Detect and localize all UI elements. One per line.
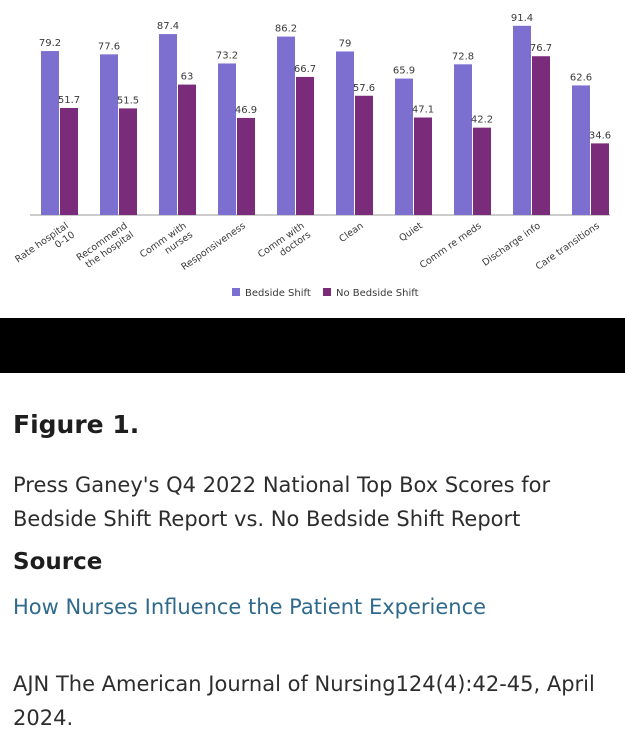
data-label-no-bedside-4: 66.7: [294, 64, 316, 75]
data-label-bedside-3: 73.2: [216, 50, 238, 61]
data-label-bedside-9: 62.6: [570, 72, 592, 83]
category-label-8: Discharge info: [480, 220, 543, 268]
category-label-3: Responsiveness: [179, 220, 247, 272]
bar-no-bedside-5: [355, 95, 373, 215]
bar-chart: 79.2 51.7 Rate hospital0-10 77.6 51.5 Recomme…: [0, 0, 625, 318]
bar-bedside-7: [454, 64, 472, 215]
category-label-9: Care transitions: [534, 220, 602, 272]
bar-no-bedside-9: [591, 143, 609, 215]
data-label-no-bedside-7: 42.2: [471, 115, 493, 126]
source-link[interactable]: How Nurses Influence the Patient Experie…: [13, 595, 487, 619]
data-label-bedside-4: 86.2: [275, 24, 297, 35]
data-label-no-bedside-2: 63: [181, 72, 194, 83]
bar-no-bedside-2: [178, 84, 196, 215]
data-label-no-bedside-9: 34.6: [589, 130, 611, 141]
legend-bedside-label: Bedside Shift: [245, 288, 311, 299]
data-label-bedside-8: 91.4: [511, 13, 533, 24]
category-label-1: Recommendthe hospital: [75, 220, 136, 272]
data-label-bedside-6: 65.9: [393, 66, 415, 77]
figure-title: Figure 1.: [13, 410, 140, 439]
data-label-no-bedside-6: 47.1: [412, 105, 434, 116]
data-label-no-bedside-8: 76.7: [530, 43, 552, 54]
legend-no-bedside-swatch: [323, 288, 331, 296]
bar-bedside-6: [395, 78, 413, 215]
data-label-no-bedside-0: 51.7: [58, 95, 80, 106]
figure-description: Press Ganey's Q4 2022 National Top Box S…: [13, 473, 551, 531]
bar-bedside-5: [336, 51, 354, 215]
bar-bedside-3: [218, 63, 236, 216]
bar-no-bedside-7: [473, 127, 491, 215]
bar-no-bedside-4: [296, 76, 314, 215]
bar-bedside-1: [100, 54, 118, 216]
data-label-bedside-2: 87.4: [157, 21, 179, 32]
bar-bedside-9: [572, 85, 590, 215]
data-label-bedside-7: 72.8: [452, 51, 474, 62]
bar-bedside-8: [513, 25, 531, 215]
legend-no-bedside-label: No Bedside Shift: [336, 288, 419, 299]
chart-svg: 79.2 51.7 Rate hospital0-10 77.6 51.5 Recomme…: [13, 13, 611, 299]
category-label-4: Comm withdoctors: [256, 220, 313, 269]
source-heading: Source: [13, 549, 103, 575]
data-label-bedside-5: 79: [339, 38, 352, 49]
data-label-bedside-0: 79.2: [39, 38, 61, 49]
legend-bedside-swatch: [232, 288, 240, 296]
data-label-no-bedside-5: 57.6: [353, 83, 375, 94]
bar-no-bedside-3: [237, 117, 255, 215]
category-label-6: Quiet: [397, 220, 425, 244]
category-label-0: Rate hospital0-10: [13, 220, 77, 274]
bar-no-bedside-8: [532, 56, 550, 215]
data-label-bedside-1: 77.6: [98, 41, 120, 52]
bar-no-bedside-1: [119, 108, 137, 215]
bar-no-bedside-6: [414, 117, 432, 215]
bar-no-bedside-0: [60, 107, 78, 215]
citation: AJN The American Journal of Nursing124(4…: [13, 672, 595, 730]
bar-bedside-4: [277, 36, 295, 215]
category-label-7: Comm re meds: [418, 220, 484, 271]
bar-bedside-0: [41, 51, 59, 215]
category-label-5: Clean: [337, 220, 365, 244]
data-label-no-bedside-1: 51.5: [117, 95, 139, 106]
bar-bedside-2: [159, 34, 177, 215]
data-label-no-bedside-3: 46.9: [235, 105, 257, 116]
black-band: [0, 318, 625, 373]
